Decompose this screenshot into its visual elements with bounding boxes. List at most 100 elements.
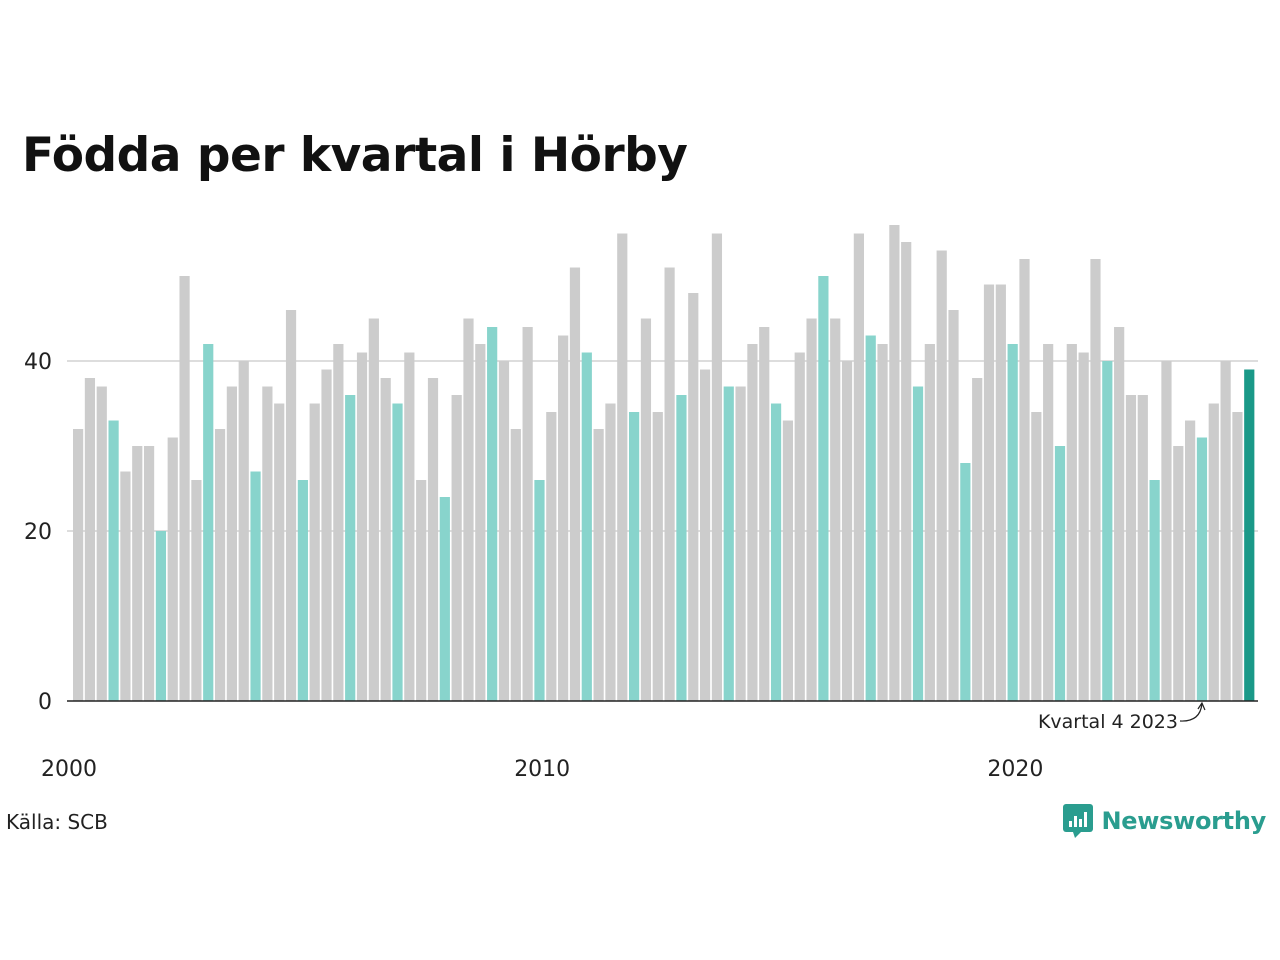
bar[interactable]: [948, 310, 959, 701]
bar[interactable]: [73, 429, 84, 701]
bar[interactable]: [936, 250, 947, 702]
bar[interactable]: [912, 386, 924, 702]
bar[interactable]: [818, 276, 829, 701]
bar[interactable]: [498, 361, 510, 701]
bar[interactable]: [226, 386, 237, 702]
bar[interactable]: [1196, 437, 1208, 702]
bar[interactable]: [1137, 395, 1148, 701]
bar[interactable]: [297, 480, 308, 701]
bar[interactable]: [877, 344, 888, 701]
bar[interactable]: [699, 369, 711, 702]
bar[interactable]: [972, 378, 983, 701]
bar[interactable]: [652, 412, 663, 701]
bar[interactable]: [1232, 412, 1243, 701]
bar[interactable]: [1149, 480, 1160, 701]
bar[interactable]: [451, 395, 462, 701]
bar[interactable]: [1090, 259, 1101, 701]
bar[interactable]: [143, 446, 155, 701]
bar[interactable]: [356, 352, 368, 702]
bar[interactable]: [427, 378, 439, 701]
bar[interactable]: [747, 344, 758, 701]
bar[interactable]: [191, 480, 202, 701]
bar[interactable]: [853, 233, 864, 702]
bar[interactable]: [96, 386, 107, 702]
bar[interactable]: [1031, 412, 1042, 701]
bar[interactable]: [558, 335, 569, 702]
bar[interactable]: [770, 403, 782, 702]
bar[interactable]: [1173, 446, 1184, 701]
bar[interactable]: [155, 531, 167, 701]
bar[interactable]: [546, 412, 557, 701]
bar[interactable]: [735, 386, 746, 702]
bar[interactable]: [1019, 259, 1030, 701]
bar[interactable]: [759, 327, 770, 701]
bar[interactable]: [522, 327, 533, 701]
bar[interactable]: [723, 386, 734, 702]
bar[interactable]: [1185, 420, 1196, 702]
bar[interactable]: [321, 369, 332, 702]
bar[interactable]: [238, 361, 249, 701]
bar[interactable]: [1054, 446, 1066, 701]
bar[interactable]: [841, 361, 853, 701]
bar[interactable]: [179, 276, 190, 701]
bar[interactable]: [333, 344, 344, 701]
bar[interactable]: [1043, 344, 1054, 701]
bar[interactable]: [262, 386, 273, 702]
bar[interactable]: [368, 318, 379, 702]
bar[interactable]: [1078, 352, 1089, 702]
bar[interactable]: [463, 318, 474, 702]
bar[interactable]: [569, 267, 581, 702]
bar[interactable]: [664, 267, 675, 702]
brand-logo[interactable]: Newsworthy: [1063, 804, 1266, 838]
bar[interactable]: [901, 242, 912, 701]
bar[interactable]: [960, 463, 971, 701]
bar[interactable]: [274, 403, 285, 702]
bar[interactable]: [889, 225, 900, 701]
bar[interactable]: [132, 446, 143, 701]
bar[interactable]: [605, 403, 616, 702]
bar[interactable]: [995, 284, 1006, 702]
bar[interactable]: [983, 284, 995, 702]
bar[interactable]: [711, 233, 723, 702]
bar[interactable]: [688, 293, 699, 701]
bar[interactable]: [475, 344, 486, 701]
bar[interactable]: [794, 352, 805, 702]
bar[interactable]: [285, 310, 297, 701]
bar[interactable]: [1208, 403, 1219, 702]
bar[interactable]: [214, 429, 226, 701]
bar[interactable]: [439, 497, 450, 701]
bar[interactable]: [510, 429, 521, 701]
bar[interactable]: [924, 344, 935, 701]
bar[interactable]: [617, 233, 628, 702]
bar[interactable]: [108, 420, 119, 702]
bar[interactable]: [1244, 369, 1255, 702]
bar[interactable]: [120, 471, 131, 702]
bar[interactable]: [416, 480, 427, 701]
bar[interactable]: [84, 378, 96, 701]
bar[interactable]: [392, 403, 403, 702]
bar[interactable]: [1007, 344, 1018, 701]
bar[interactable]: [203, 344, 214, 701]
bar[interactable]: [1125, 395, 1137, 701]
bar[interactable]: [487, 327, 498, 701]
bar[interactable]: [629, 412, 640, 701]
bar[interactable]: [593, 429, 604, 701]
bar[interactable]: [830, 318, 841, 702]
bar[interactable]: [1114, 327, 1125, 701]
bar[interactable]: [806, 318, 817, 702]
bar[interactable]: [167, 437, 178, 702]
bar[interactable]: [1066, 344, 1077, 701]
bar[interactable]: [404, 352, 415, 702]
bar[interactable]: [676, 395, 687, 701]
bar[interactable]: [640, 318, 652, 702]
bar[interactable]: [1161, 361, 1172, 701]
bar[interactable]: [380, 378, 391, 701]
bar[interactable]: [534, 480, 545, 701]
bar[interactable]: [309, 403, 320, 702]
bar[interactable]: [1102, 361, 1113, 701]
bar[interactable]: [250, 471, 261, 702]
bar[interactable]: [345, 395, 356, 701]
bar[interactable]: [782, 420, 793, 702]
bar[interactable]: [1220, 361, 1231, 701]
bar[interactable]: [865, 335, 876, 702]
